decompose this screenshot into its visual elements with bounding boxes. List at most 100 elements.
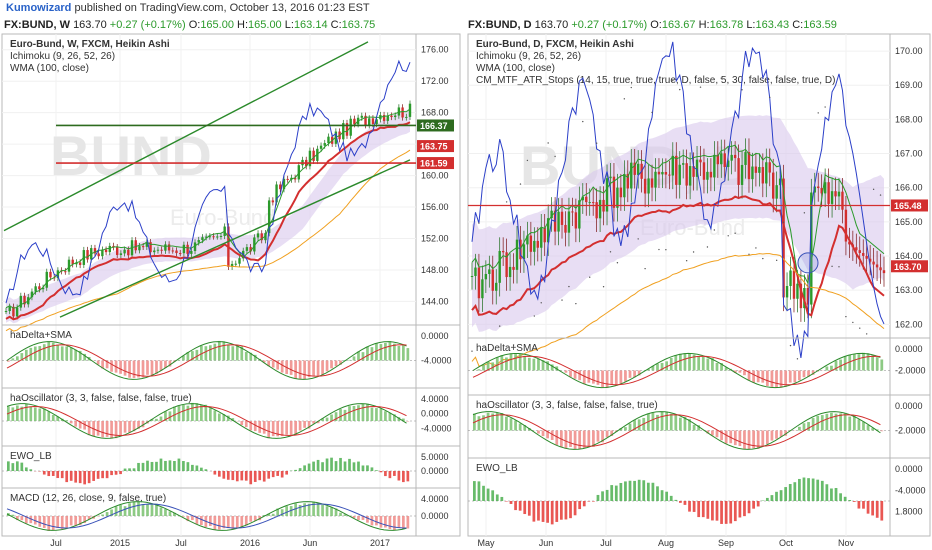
weekly-histogram-bar [249, 421, 253, 431]
daily-histogram-bar [582, 430, 586, 448]
weekly-histogram-bar [253, 354, 257, 361]
weekly-candle [319, 145, 323, 149]
weekly-histogram-bar [249, 352, 253, 361]
weekly-histogram-bar [213, 471, 217, 475]
weekly-histogram-bar [240, 516, 244, 527]
daily-atr-stop-dot [485, 348, 487, 350]
weekly-histogram-bar [123, 360, 127, 376]
weekly-candle [19, 295, 23, 308]
daily-histogram-bar [802, 477, 806, 501]
weekly-histogram-bar [357, 405, 360, 421]
weekly-histogram-bar [60, 516, 64, 530]
daily-candle [796, 283, 799, 299]
weekly-subpanel-tick: 0.0000 [421, 331, 449, 341]
daily-histogram-bar [614, 370, 618, 386]
weekly-histogram-bar [137, 360, 140, 378]
weekly-low: 163.14 [293, 19, 328, 31]
publisher-name[interactable]: Kumowizard [6, 2, 72, 14]
weekly-histogram-bar [51, 516, 55, 531]
daily-atr-stop-dot [734, 232, 736, 234]
weekly-candle [360, 115, 364, 118]
daily-histogram-bar [505, 501, 508, 502]
daily-histogram-bar [866, 353, 870, 371]
weekly-subpanel-tick: 4.0000 [421, 494, 449, 504]
weekly-histogram-bar [182, 404, 185, 421]
daily-candle [699, 159, 702, 163]
weekly-histogram-bar [231, 346, 235, 361]
daily-histogram-bar [532, 358, 536, 371]
daily-blue-line [471, 41, 885, 358]
daily-candle [529, 235, 533, 252]
weekly-candle [101, 249, 104, 257]
daily-atr-stop-dot [748, 253, 750, 255]
daily-candle [647, 178, 650, 194]
weekly-histogram-bar [307, 503, 311, 516]
daily-histogram-bar [592, 501, 595, 502]
daily-histogram-bar [724, 367, 728, 371]
publish-text: published on TradingView.com, October 13… [74, 2, 370, 14]
daily-atr-stop-dot [658, 248, 660, 251]
weekly-histogram-bar [226, 516, 230, 529]
weekly-histogram-bar [47, 516, 51, 531]
weekly-histogram-bar [289, 360, 293, 375]
weekly-blue-line [5, 59, 411, 304]
daily-histogram-bar [665, 491, 669, 501]
daily-atr-stop-dot [782, 221, 785, 223]
weekly-candle [104, 249, 108, 253]
daily-low: 163.43 [755, 19, 790, 31]
weekly-candle [156, 249, 160, 251]
daily-candle [567, 211, 571, 233]
weekly-histogram-bar [361, 352, 365, 361]
weekly-candle [208, 236, 212, 238]
weekly-histogram-bar [375, 470, 378, 471]
daily-histogram-bar [578, 430, 582, 450]
weekly-histogram-bar [20, 353, 24, 361]
weekly-histogram-bar [267, 471, 271, 479]
weekly-histogram-bar [294, 421, 297, 435]
weekly-histogram-bar [388, 341, 392, 361]
daily-subpanel-tick: -2.0000 [895, 426, 926, 436]
weekly-histogram-bar [226, 344, 230, 361]
daily-candle [855, 247, 858, 251]
daily-histogram-bar [674, 499, 678, 501]
weekly-histogram-bar [200, 467, 203, 471]
daily-histogram-bar [701, 501, 705, 518]
weekly-candle [405, 116, 408, 118]
weekly-change: +0.27 (+0.17%) [109, 19, 186, 31]
weekly-price-tag-box [417, 140, 454, 153]
daily-histogram-bar [711, 501, 714, 521]
weekly-histogram-bar [397, 471, 401, 481]
weekly-histogram-bar [262, 421, 266, 434]
daily-candle [619, 187, 623, 198]
daily-histogram-bar [715, 362, 719, 371]
weekly-subpanel-tick: 0.0000 [421, 511, 449, 521]
weekly-candle [204, 236, 208, 238]
weekly-histogram-bar [105, 360, 109, 369]
weekly-subpanel-title: EWO_LB [10, 451, 52, 462]
daily-candle [526, 235, 529, 245]
weekly-y-tick-label: 172.00 [421, 76, 449, 86]
weekly-histogram-bar [164, 460, 167, 471]
daily-histogram-bar [788, 484, 792, 501]
daily-histogram-bar [747, 501, 751, 514]
weekly-symbol[interactable]: FX:BUND, W [4, 19, 70, 31]
weekly-histogram-bar [325, 506, 329, 516]
daily-y-tick-label: 168.00 [895, 114, 923, 124]
daily-candle [702, 162, 706, 180]
daily-y-tick-label: 163.00 [895, 285, 923, 295]
daily-histogram-bar [537, 501, 540, 521]
daily-candle [827, 182, 830, 204]
weekly-candle [271, 200, 275, 203]
weekly-candle [408, 103, 412, 117]
daily-histogram-bar [770, 370, 774, 387]
weekly-histogram-bar [15, 461, 19, 471]
weekly-histogram-bar [56, 416, 60, 421]
weekly-histogram-bar [110, 471, 113, 476]
weekly-histogram-bar [150, 418, 154, 421]
weekly-histogram-bar [191, 402, 194, 421]
weekly-histogram-bar [74, 349, 78, 361]
daily-histogram-bar [651, 365, 655, 371]
weekly-candle [282, 178, 286, 190]
daily-symbol[interactable]: FX:BUND, D [468, 19, 532, 31]
